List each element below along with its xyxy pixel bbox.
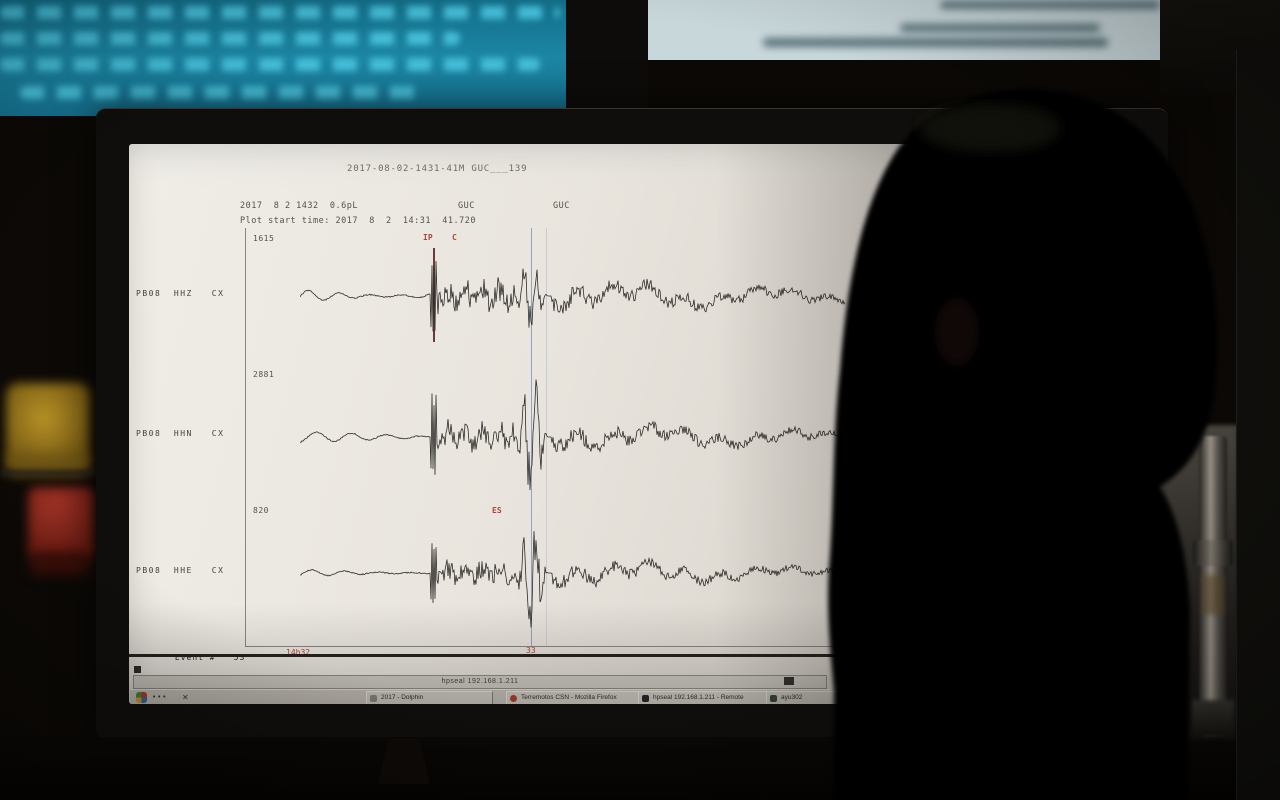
blurred-text-line <box>900 24 1100 32</box>
blurred-text-line <box>940 1 1160 9</box>
shelf-edge <box>0 470 95 476</box>
ear-shadow <box>935 298 979 366</box>
blurred-text-line <box>763 38 1108 47</box>
pole-collar <box>1193 540 1233 566</box>
adjacent-monitor-edge <box>1236 50 1280 800</box>
background-projection-screen <box>648 0 1164 60</box>
blurred-text-line <box>0 58 540 71</box>
blurred-text-line <box>0 32 460 45</box>
shelf-object-red <box>28 487 94 559</box>
background-gap <box>566 0 648 120</box>
blurred-text-line <box>0 6 560 19</box>
pole-base <box>1192 700 1234 738</box>
blurred-text-line <box>20 86 420 99</box>
shelf-object-red-base <box>30 552 90 574</box>
hair-highlight <box>920 104 1060 152</box>
person-head-and-shoulders <box>828 88 1218 800</box>
background-terminal-screen <box>0 0 566 116</box>
pole-brass-fitting <box>1202 575 1224 615</box>
